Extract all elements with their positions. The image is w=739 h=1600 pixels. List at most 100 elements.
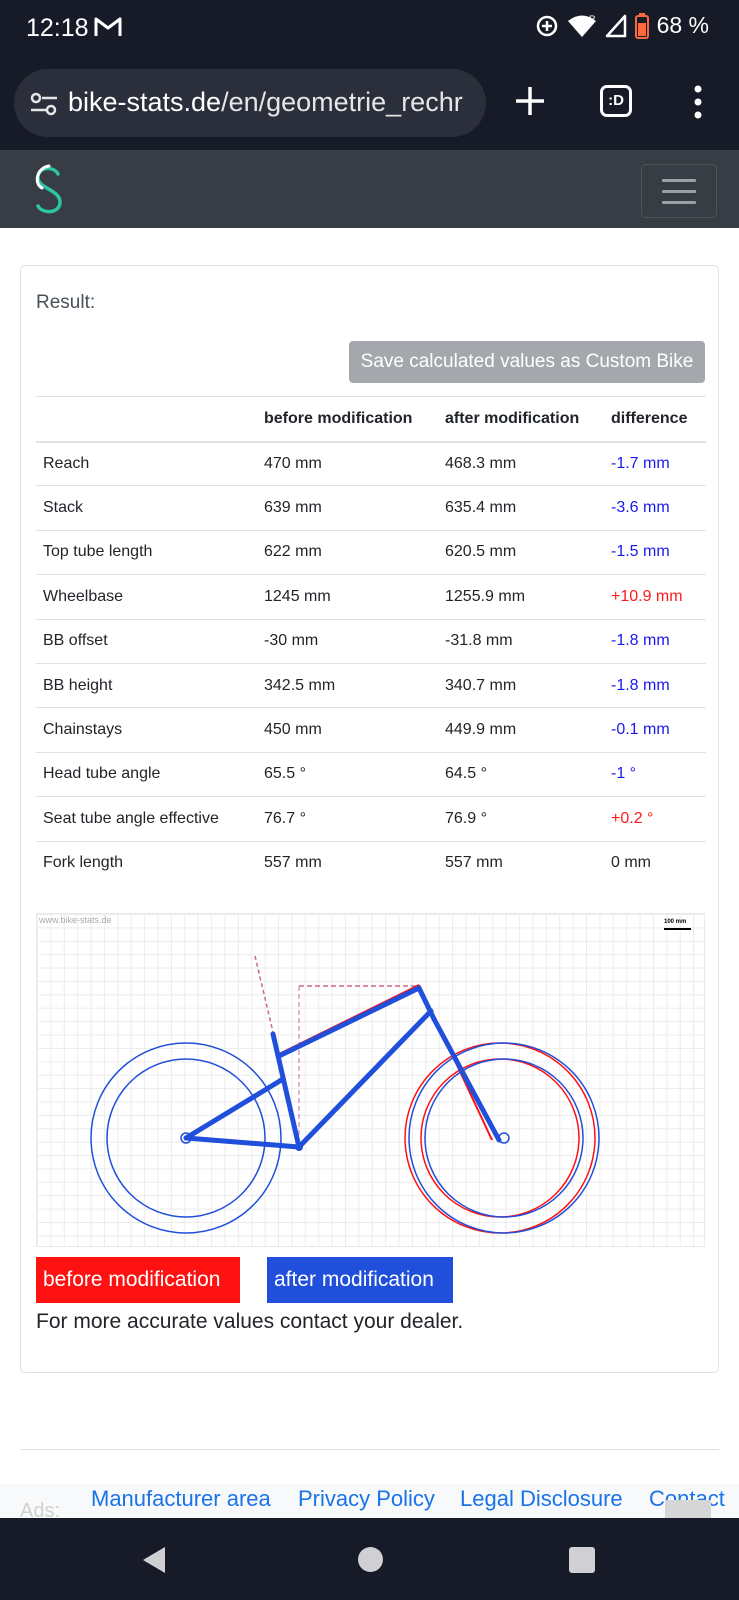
row-before: 639 mm xyxy=(257,485,438,531)
tab-switcher-button[interactable]: :D xyxy=(600,85,632,117)
more-options-icon[interactable] xyxy=(690,84,706,120)
geometry-table: before modification after modification d… xyxy=(36,396,706,886)
table-row: Chainstays 450 mm 449.9 mm -0.1 mm xyxy=(36,707,706,753)
table-row: Wheelbase 1245 mm 1255.9 mm +10.9 mm xyxy=(36,574,706,620)
seat-tube xyxy=(270,1031,302,1150)
row-before: 470 mm xyxy=(257,440,438,486)
legend-before: before modification xyxy=(36,1257,240,1303)
row-after: 340.7 mm xyxy=(438,662,604,708)
table-row: Top tube length 622 mm 620.5 mm -1.5 mm xyxy=(36,529,706,575)
row-difference: -1.8 mm xyxy=(604,662,706,708)
table-row: Fork length 557 mm 557 mm 0 mm xyxy=(36,840,706,886)
row-name: Reach xyxy=(36,440,257,486)
row-after: 449.9 mm xyxy=(438,707,604,753)
row-difference: -3.6 mm xyxy=(604,485,706,531)
table-header-row: before modification after modification d… xyxy=(36,396,706,443)
row-name: Head tube angle xyxy=(36,751,257,797)
table-row: Seat tube angle effective 76.7 ° 76.9 ° +0.… xyxy=(36,796,706,842)
row-before: 450 mm xyxy=(257,707,438,753)
url-text[interactable]: bike-stats.de/en/geometrie_rechr xyxy=(68,87,488,118)
home-icon[interactable] xyxy=(358,1547,383,1572)
row-difference: -1.7 mm xyxy=(604,440,706,486)
row-name: BB height xyxy=(36,662,257,708)
wifi-icon: R xyxy=(567,14,596,37)
menu-toggle-button[interactable] xyxy=(641,164,717,218)
browser-toolbar: bike-stats.de/en/geometrie_rechr :D xyxy=(0,56,739,150)
row-difference: +10.9 mm xyxy=(604,574,706,620)
diagram-watermark: www.bike-stats.de xyxy=(39,915,112,925)
scale-label: 100 mm xyxy=(664,919,687,925)
dealer-note: For more accurate values contact your de… xyxy=(36,1310,464,1333)
row-after: 557 mm xyxy=(438,840,604,886)
row-name: Wheelbase xyxy=(36,574,257,620)
new-tab-icon[interactable] xyxy=(512,83,548,119)
table-row: BB offset -30 mm -31.8 mm -1.8 mm xyxy=(36,618,706,664)
system-navigation-bar xyxy=(0,1518,739,1600)
status-time: 12:18 xyxy=(26,14,89,42)
front-rim-after xyxy=(424,1058,584,1218)
header-difference: difference xyxy=(604,396,706,443)
save-custom-bike-button[interactable]: Save calculated values as Custom Bike xyxy=(349,341,705,383)
site-navbar xyxy=(0,150,739,228)
geometry-diagram: www.bike-stats.de 100 mm xyxy=(36,913,705,1247)
row-before: 622 mm xyxy=(257,529,438,575)
battery-icon xyxy=(634,12,649,39)
row-difference: +0.2 ° xyxy=(604,796,706,842)
row-difference: -1.8 mm xyxy=(604,618,706,664)
row-difference: -0.1 mm xyxy=(604,707,706,753)
ads-label: Ads: xyxy=(20,1500,61,1522)
rear-rim xyxy=(106,1058,266,1218)
row-before: 557 mm xyxy=(257,840,438,886)
back-icon[interactable] xyxy=(141,1545,167,1575)
address-bar[interactable]: bike-stats.de/en/geometrie_rechr xyxy=(14,69,486,137)
row-before: 1245 mm xyxy=(257,574,438,620)
row-name: Stack xyxy=(36,485,257,531)
site-settings-icon[interactable] xyxy=(30,91,58,117)
top-tube xyxy=(276,985,422,1059)
table-row: Reach 470 mm 468.3 mm -1.7 mm xyxy=(36,440,706,486)
bottom-bracket xyxy=(295,1143,303,1151)
row-before: 76.7 ° xyxy=(257,796,438,842)
bike-frame-drawing xyxy=(90,955,600,1234)
recent-apps-icon[interactable] xyxy=(569,1547,595,1573)
row-name: BB offset xyxy=(36,618,257,664)
row-before: 65.5 ° xyxy=(257,751,438,797)
row-after: -31.8 mm xyxy=(438,618,604,664)
front-tire-after xyxy=(408,1042,600,1234)
row-after: 635.4 mm xyxy=(438,485,604,531)
data-saver-icon xyxy=(536,15,557,36)
result-label: Result: xyxy=(36,292,96,313)
status-bar: 12:18 R 68 % xyxy=(0,0,739,56)
row-after: 620.5 mm xyxy=(438,529,604,575)
frame-after xyxy=(183,985,502,1150)
network-badge: R xyxy=(589,14,596,24)
row-after: 1255.9 mm xyxy=(438,574,604,620)
row-after: 468.3 mm xyxy=(438,440,604,486)
row-difference: -1 ° xyxy=(604,751,706,797)
head-tube xyxy=(416,985,437,1022)
header-after: after modification xyxy=(438,396,604,443)
rear-tire-outer xyxy=(90,1042,282,1234)
table-row: Head tube angle 65.5 ° 64.5 ° -1 ° xyxy=(36,751,706,797)
table-row: BB height 342.5 mm 340.7 mm -1.8 mm xyxy=(36,662,706,708)
footer-links: Manufacturer area Privacy Policy Legal D… xyxy=(0,1484,739,1524)
row-before: 342.5 mm xyxy=(257,662,438,708)
seatstay xyxy=(183,1076,286,1141)
row-difference: 0 mm xyxy=(604,840,706,886)
legend-after: after modification xyxy=(267,1257,453,1303)
bike-stats-logo-icon[interactable] xyxy=(30,164,68,216)
signal-icon xyxy=(605,14,626,37)
url-host: bike-stats.de xyxy=(68,87,222,117)
row-difference: -1.5 mm xyxy=(604,529,706,575)
header-parameter xyxy=(36,396,257,443)
footer-divider xyxy=(20,1449,719,1450)
hamburger-icon xyxy=(662,179,696,182)
url-path: /en/geometrie_rechr xyxy=(221,87,463,117)
table-row: Stack 639 mm 635.4 mm -3.6 mm xyxy=(36,485,706,531)
row-name: Fork length xyxy=(36,840,257,886)
chainstay xyxy=(183,1135,302,1150)
footer-link-manufacturer[interactable]: Manufacturer area xyxy=(91,1486,271,1511)
footer-link-privacy[interactable]: Privacy Policy xyxy=(298,1486,435,1511)
row-before: -30 mm xyxy=(257,618,438,664)
footer-link-legal[interactable]: Legal Disclosure xyxy=(460,1486,623,1511)
